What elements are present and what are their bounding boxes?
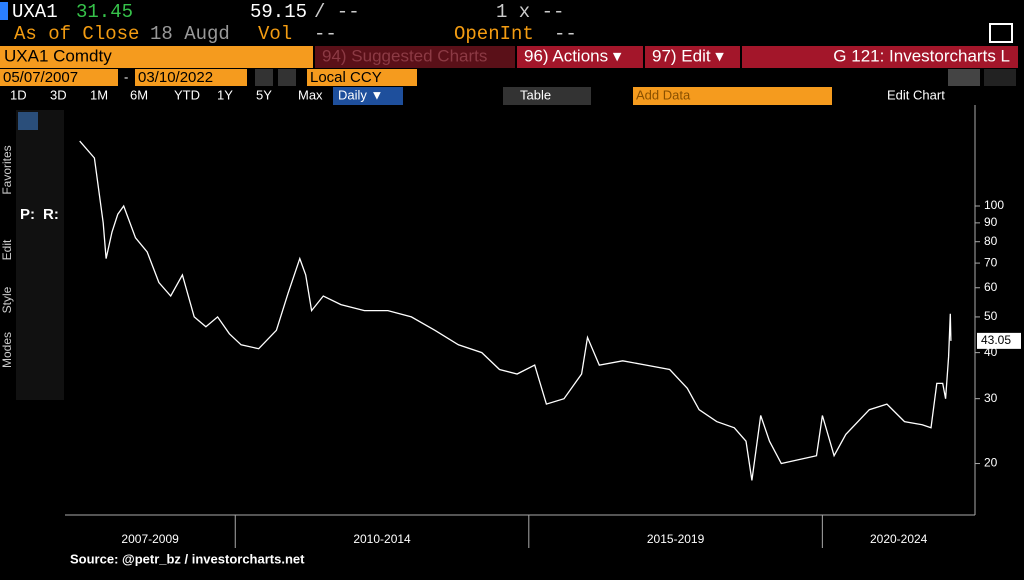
source: Source: @petr_bz / investorcharts.net: [70, 551, 305, 566]
price-line: [79, 140, 952, 481]
currency-box[interactable]: [307, 69, 417, 86]
next-button[interactable]: [278, 69, 296, 86]
date-sep: -: [124, 69, 128, 84]
vol: --: [314, 23, 337, 45]
price: 31.45: [76, 1, 133, 23]
period-button[interactable]: 1Y: [217, 87, 233, 102]
side-tab[interactable]: Favorites: [0, 145, 14, 194]
last-price-box: [977, 332, 1021, 349]
marker: [0, 2, 8, 20]
side-tab[interactable]: Modes: [0, 332, 14, 368]
tool-r[interactable]: R:: [43, 206, 59, 223]
period-button[interactable]: Max: [298, 87, 323, 102]
period-button[interactable]: 5Y: [256, 87, 272, 102]
frequency: Daily ▼: [338, 87, 383, 102]
edit-chart[interactable]: Edit Chart: [887, 87, 945, 102]
redo-button[interactable]: [984, 69, 1016, 86]
edit: 97) Edit ▾: [652, 46, 724, 65]
currency: Local CCY: [310, 69, 382, 86]
y-tick-label: 50: [984, 309, 998, 323]
tool-panel-bg: [16, 110, 64, 400]
undo-button[interactable]: [948, 69, 980, 86]
openint-label: OpenInt: [454, 23, 534, 45]
prev-button[interactable]: [255, 69, 273, 86]
ticker: UXA1: [12, 1, 58, 23]
high: 59.15: [250, 1, 307, 23]
frequency-box[interactable]: [333, 87, 403, 105]
x-period-label: 2015-2019: [647, 532, 705, 546]
add-data-box[interactable]: [633, 87, 832, 105]
table-button[interactable]: [503, 87, 591, 105]
x-period-label: 2010-2014: [353, 532, 411, 546]
period-button[interactable]: 1M: [90, 87, 108, 102]
y-tick-label: 100: [984, 198, 1004, 212]
export-icon[interactable]: [989, 23, 1013, 43]
y-tick-label: 20: [984, 456, 998, 470]
start-date: 05/07/2007: [3, 69, 78, 86]
security-box[interactable]: [0, 46, 313, 68]
chart-name: G 121: Investorcharts L: [833, 46, 1010, 65]
last-price-label: 43.05: [981, 333, 1011, 347]
x-period-label: 2007-2009: [121, 532, 179, 546]
period-button[interactable]: 3D: [50, 87, 67, 102]
end-date: 03/10/2022: [138, 69, 213, 86]
suggested-button[interactable]: [315, 46, 515, 68]
x-period-label: 2020-2024: [870, 532, 928, 546]
vol-label: Vol: [258, 23, 292, 45]
y-tick-label: 80: [984, 234, 998, 248]
chart-name-box[interactable]: [742, 46, 1018, 68]
period-button[interactable]: 1D: [10, 87, 27, 102]
add-data: Add Data: [636, 87, 691, 102]
end-date-box[interactable]: [135, 69, 247, 86]
edit-button[interactable]: [645, 46, 740, 68]
as-of: As of Close: [14, 23, 139, 45]
actions-button[interactable]: [517, 46, 643, 68]
actions: 96) Actions ▾: [524, 46, 622, 65]
period-button[interactable]: YTD: [174, 87, 200, 102]
y-tick-label: 60: [984, 280, 998, 294]
y-tick-label: 70: [984, 255, 998, 269]
start-date-box[interactable]: [0, 69, 118, 86]
y-tick-label: 90: [984, 215, 998, 229]
suggested: 94) Suggested Charts: [322, 46, 487, 65]
tool-p[interactable]: P:: [20, 206, 35, 223]
select-tool[interactable]: [18, 112, 38, 130]
multiplier: 1 x --: [496, 1, 564, 23]
y-tick-label: 30: [984, 391, 998, 405]
side-tab[interactable]: Style: [0, 286, 14, 313]
side-tab[interactable]: Edit: [0, 239, 14, 260]
security: UXA1 Comdty: [4, 46, 112, 65]
openint: --: [554, 23, 577, 45]
date: 18 Augd: [150, 23, 230, 45]
period-button[interactable]: 6M: [130, 87, 148, 102]
table: Table: [520, 87, 551, 102]
tool-panel: P: R:: [16, 110, 64, 400]
high-sep: / --: [314, 1, 360, 23]
